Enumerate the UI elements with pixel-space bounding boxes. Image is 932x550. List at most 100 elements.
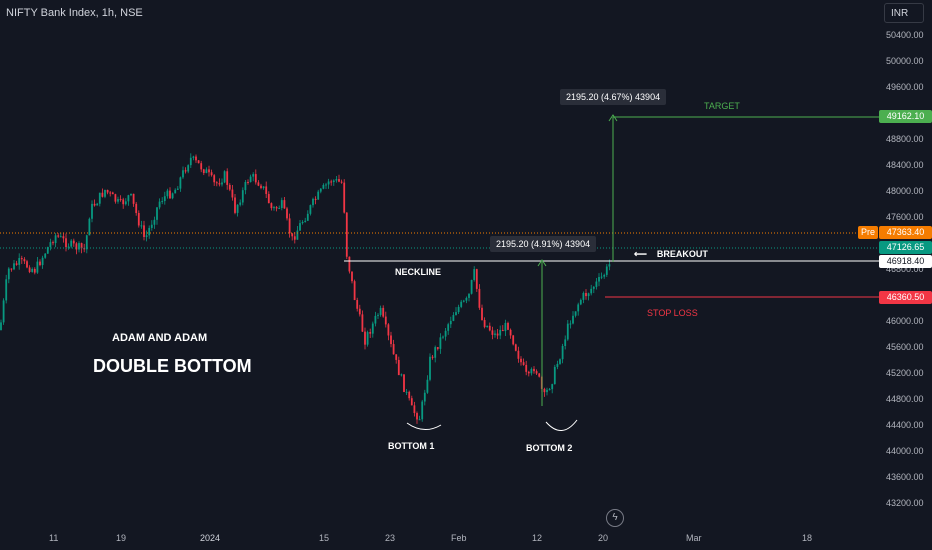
candle-body: [442, 336, 444, 338]
candle-body: [400, 374, 403, 376]
candle-body: [387, 324, 390, 336]
candle-body: [533, 368, 535, 372]
candle-body: [449, 320, 452, 325]
candle-body: [265, 186, 268, 194]
candle-body: [65, 238, 67, 248]
candle-body: [283, 200, 286, 209]
candle-body: [377, 314, 379, 316]
candle-body: [455, 312, 457, 316]
candle-body: [369, 332, 372, 334]
candle-body: [70, 240, 73, 247]
candle-body: [15, 263, 18, 265]
candle-body: [348, 256, 351, 272]
y-tick: 48400.00: [886, 160, 924, 170]
candle-body: [176, 188, 179, 190]
y-tick: 47600.00: [886, 212, 924, 222]
candle-body: [202, 169, 205, 174]
candle-body: [304, 220, 307, 222]
candle-body: [475, 269, 478, 289]
y-tick: 45600.00: [886, 342, 924, 352]
target-label: TARGET: [704, 101, 740, 111]
candle-body: [254, 174, 257, 183]
candle-body: [278, 208, 281, 210]
candle-body: [434, 347, 437, 358]
candle-body: [462, 300, 465, 302]
candle-body: [215, 182, 218, 184]
candle-body: [280, 200, 283, 209]
candle-body: [39, 261, 41, 266]
candle-body: [413, 405, 416, 414]
candle-body: [156, 207, 158, 220]
candle-body: [379, 307, 382, 315]
candle-body: [319, 188, 322, 192]
candle-body: [416, 413, 418, 420]
candle-body: [351, 271, 353, 282]
y-tick: 50400.00: [886, 30, 924, 40]
candle-body: [273, 207, 275, 209]
symbol-title[interactable]: NIFTY Bank Index, 1h, NSE: [6, 7, 143, 19]
candle-body: [267, 193, 270, 204]
candle-body: [312, 198, 314, 206]
candle-body: [62, 236, 65, 239]
candle-body: [158, 201, 161, 208]
candle-body: [504, 322, 507, 332]
candle-body: [579, 299, 582, 305]
candle-body: [5, 279, 8, 301]
candle-body: [494, 333, 496, 335]
candle-body: [561, 345, 564, 360]
candle-body: [572, 315, 574, 324]
candle-body: [468, 293, 470, 298]
currency-selector[interactable]: INR: [884, 3, 924, 23]
bottom1-arc: [406, 422, 442, 430]
candle-body: [325, 184, 327, 186]
candle-body: [218, 183, 221, 185]
candle-body: [608, 264, 611, 267]
candle-body: [566, 323, 569, 340]
candle-body: [83, 248, 86, 250]
candle-body: [291, 233, 294, 237]
target-measure-label: 2195.20 (4.67%) 43904: [560, 89, 667, 105]
candle-body: [517, 350, 520, 359]
candle-body: [104, 189, 106, 197]
breakout-label: ⟵ BREAKOUT: [634, 249, 708, 260]
candle-body: [509, 329, 512, 336]
candle-body: [501, 329, 504, 332]
x-tick: 2024: [200, 533, 221, 543]
candle-body: [548, 389, 551, 391]
candle-body: [301, 221, 304, 224]
candle-body: [228, 184, 231, 190]
candle-body: [44, 253, 47, 258]
candle-body: [96, 203, 99, 206]
candle-body: [478, 288, 481, 308]
candle-body: [163, 196, 166, 202]
candle-body: [0, 322, 2, 330]
candle-body: [78, 243, 80, 250]
candle-body: [171, 193, 174, 199]
candle-body: [582, 293, 585, 300]
candle-body: [405, 391, 408, 393]
candle-body: [520, 358, 522, 363]
candle-body: [101, 192, 104, 197]
previous-close-tag: 47363.40: [879, 226, 932, 239]
candle-body: [239, 202, 242, 205]
y-tick: 50000.00: [886, 56, 924, 66]
candle-body: [288, 218, 291, 234]
candle-body: [241, 190, 244, 203]
candle-body: [20, 258, 23, 260]
y-tick: 44800.00: [886, 394, 924, 404]
candle-body: [496, 333, 499, 336]
candle-body: [145, 235, 148, 237]
lightning-bolt-icon[interactable]: ϟ: [606, 509, 624, 527]
candle-body: [299, 223, 301, 231]
candle-body: [226, 171, 229, 185]
candle-body: [403, 374, 405, 392]
candle-body: [257, 182, 260, 186]
neck-arrowhead: [537, 259, 547, 267]
candle-body: [293, 236, 296, 240]
candle-body: [189, 157, 192, 166]
candle-body: [130, 193, 132, 196]
candle-body: [332, 180, 335, 182]
candlestick-series: [0, 153, 611, 424]
candle-body: [314, 198, 317, 200]
